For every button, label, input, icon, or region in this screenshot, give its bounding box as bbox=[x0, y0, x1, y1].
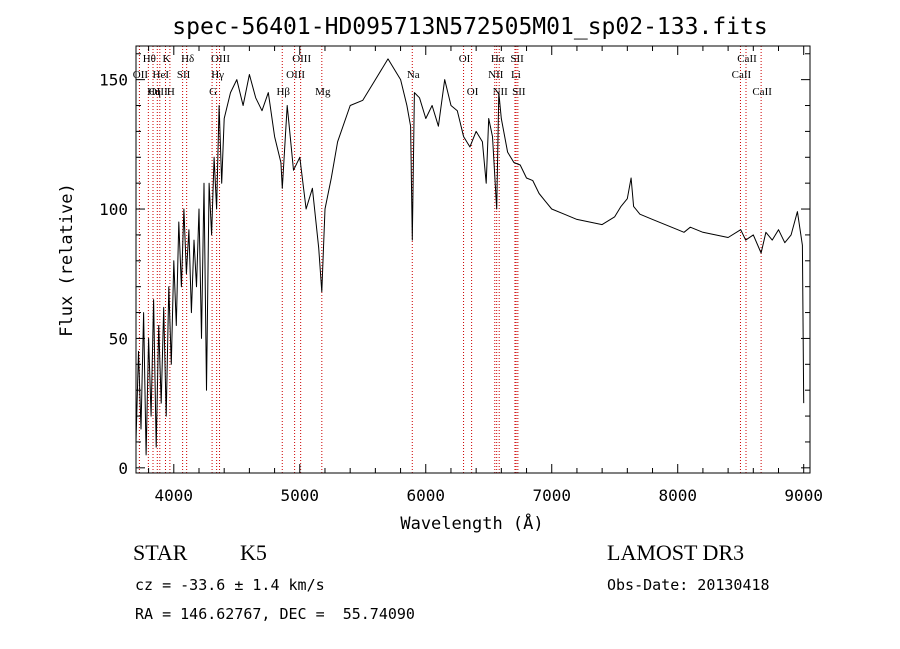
obs-date-text: Obs-Date: 20130418 bbox=[607, 576, 770, 594]
marker-label-15: Mg bbox=[315, 86, 331, 98]
marker-label-24: SII bbox=[512, 86, 526, 98]
marker-label-19: Hα bbox=[491, 53, 505, 65]
marker-label-6: H bbox=[167, 86, 175, 98]
marker-label-26: CaII bbox=[732, 69, 752, 81]
x-axis-label: Wavelength (Å) bbox=[400, 512, 543, 534]
survey-label: LAMOST DR3 bbox=[607, 540, 744, 565]
marker-label-11: G bbox=[209, 86, 217, 98]
x-axis: 4000 5000 6000 7000 8000 9000 bbox=[148, 46, 823, 505]
marker-label-1: OII bbox=[133, 69, 149, 81]
marker-label-17: OI bbox=[459, 53, 471, 65]
chart-title: spec-56401-HD095713N572505M01_sp02-133.f… bbox=[172, 14, 767, 40]
marker-label-8: SII bbox=[177, 69, 191, 81]
plot-frame bbox=[135, 45, 811, 474]
marker-label-2: OIII bbox=[149, 86, 168, 98]
y-axis-label: Flux (relative) bbox=[57, 183, 77, 337]
x-tick-label: 4000 bbox=[155, 486, 194, 505]
y-tick-label: 0 bbox=[118, 459, 128, 478]
marker-label-13: OIII bbox=[286, 69, 305, 81]
marker-label-18: OI bbox=[467, 86, 479, 98]
marker-label-9: OIII bbox=[211, 53, 230, 65]
y-tick-label: 100 bbox=[99, 200, 128, 219]
x-tick-label: 5000 bbox=[281, 486, 320, 505]
marker-label-7: Hδ bbox=[181, 53, 194, 65]
marker-label-23: NII bbox=[493, 86, 509, 98]
x-tick-label: 7000 bbox=[532, 486, 571, 505]
x-tick-label: 9000 bbox=[784, 486, 823, 505]
marker-label-14: Hβ bbox=[276, 86, 290, 98]
marker-label-27: CaII bbox=[752, 86, 772, 98]
y-tick-label: 150 bbox=[99, 71, 128, 90]
marker-label-25: CaII bbox=[737, 53, 757, 65]
object-class: STAR bbox=[133, 540, 188, 565]
object-subclass: K5 bbox=[240, 540, 267, 565]
spectrum-line bbox=[135, 58, 805, 456]
x-tick-label: 6000 bbox=[406, 486, 445, 505]
coordinates-text: RA = 146.62767, DEC = 55.74090 bbox=[135, 605, 415, 623]
marker-label-0: Hθ bbox=[143, 53, 156, 65]
marker-label-12: OIII bbox=[292, 53, 311, 65]
x-tick-label: 8000 bbox=[658, 486, 697, 505]
marker-label-10: Hγ bbox=[211, 69, 224, 81]
marker-label-16: Na bbox=[407, 69, 420, 81]
marker-label-5: Hη bbox=[147, 86, 161, 98]
y-tick-label: 50 bbox=[109, 329, 128, 348]
line-markers bbox=[138, 46, 762, 473]
redshift-text: cz = -33.6 ± 1.4 km/s bbox=[135, 576, 325, 594]
marker-label-21: NII bbox=[488, 69, 504, 81]
marker-label-20: SII bbox=[510, 53, 524, 65]
marker-label-22: Li bbox=[511, 69, 521, 81]
marker-label-4: HeI bbox=[153, 69, 170, 81]
marker-label-3: K bbox=[163, 53, 171, 65]
y-axis: 0 50 100 150 bbox=[99, 53, 810, 478]
